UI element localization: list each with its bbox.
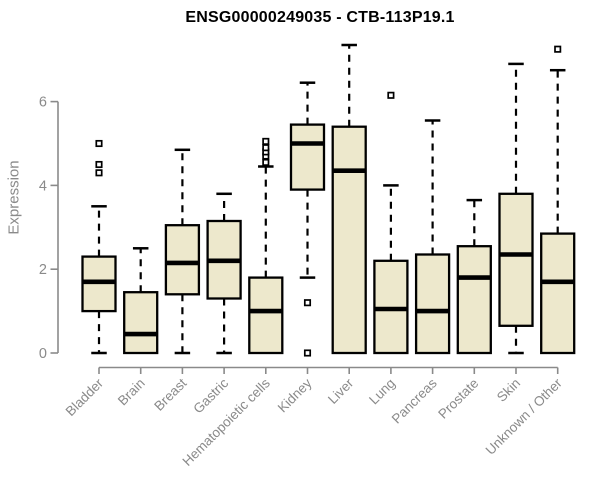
iqr-box xyxy=(456,245,492,355)
y-tick-label: 4 xyxy=(39,178,47,194)
iqr-box xyxy=(164,224,201,296)
outlier-point xyxy=(95,169,103,177)
y-axis xyxy=(50,100,59,354)
outlier-point xyxy=(262,144,270,152)
box-skin xyxy=(498,62,534,355)
outlier-point xyxy=(262,137,270,145)
box-gastric xyxy=(206,192,242,355)
outlier-point xyxy=(303,349,312,357)
outlier-point xyxy=(262,158,270,166)
x-label-pancreas: Pancreas xyxy=(389,375,440,426)
iqr-box xyxy=(289,123,326,191)
outlier-point xyxy=(303,299,312,307)
box-breast xyxy=(164,148,201,355)
outlier-point xyxy=(95,160,103,169)
y-tick-label: 2 xyxy=(39,262,47,278)
x-label-brain: Brain xyxy=(115,376,148,409)
iqr-box xyxy=(414,253,451,355)
x-label-breast: Breast xyxy=(151,375,189,413)
x-label-kidney: Kidney xyxy=(275,375,315,415)
iqr-box xyxy=(331,125,367,355)
y-tick-labels: 0 2 4 6 xyxy=(39,95,47,362)
x-label-skin: Skin xyxy=(494,376,523,405)
x-label-unknown-other: Unknown / Other xyxy=(483,375,566,458)
x-label-gastric: Gastric xyxy=(190,375,231,416)
iqr-box xyxy=(540,232,576,355)
box-unknown-other xyxy=(540,45,576,355)
x-axis xyxy=(98,366,559,374)
outlier-point xyxy=(95,139,103,148)
outlier-point xyxy=(554,45,562,53)
box-liver xyxy=(331,43,367,355)
box-prostate xyxy=(456,198,492,355)
box-brain xyxy=(123,247,159,355)
box-hematopoietic-cells xyxy=(248,137,284,355)
y-tick-label: 0 xyxy=(39,346,47,362)
iqr-box xyxy=(248,276,284,355)
x-label-prostate: Prostate xyxy=(435,376,481,422)
box-lung xyxy=(373,91,409,355)
x-label-bladder: Bladder xyxy=(63,375,107,419)
box-bladder xyxy=(81,139,117,355)
x-label-lung: Lung xyxy=(366,376,398,408)
y-tick-label: 6 xyxy=(39,95,47,111)
box-pancreas xyxy=(414,119,451,355)
box-kidney xyxy=(289,81,326,357)
iqr-box xyxy=(498,192,534,327)
iqr-box xyxy=(123,291,159,355)
outlier-point xyxy=(387,91,395,99)
chart-title: ENSG00000249035 - CTB-113P19.1 xyxy=(185,9,455,26)
x-label-liver: Liver xyxy=(325,375,357,407)
